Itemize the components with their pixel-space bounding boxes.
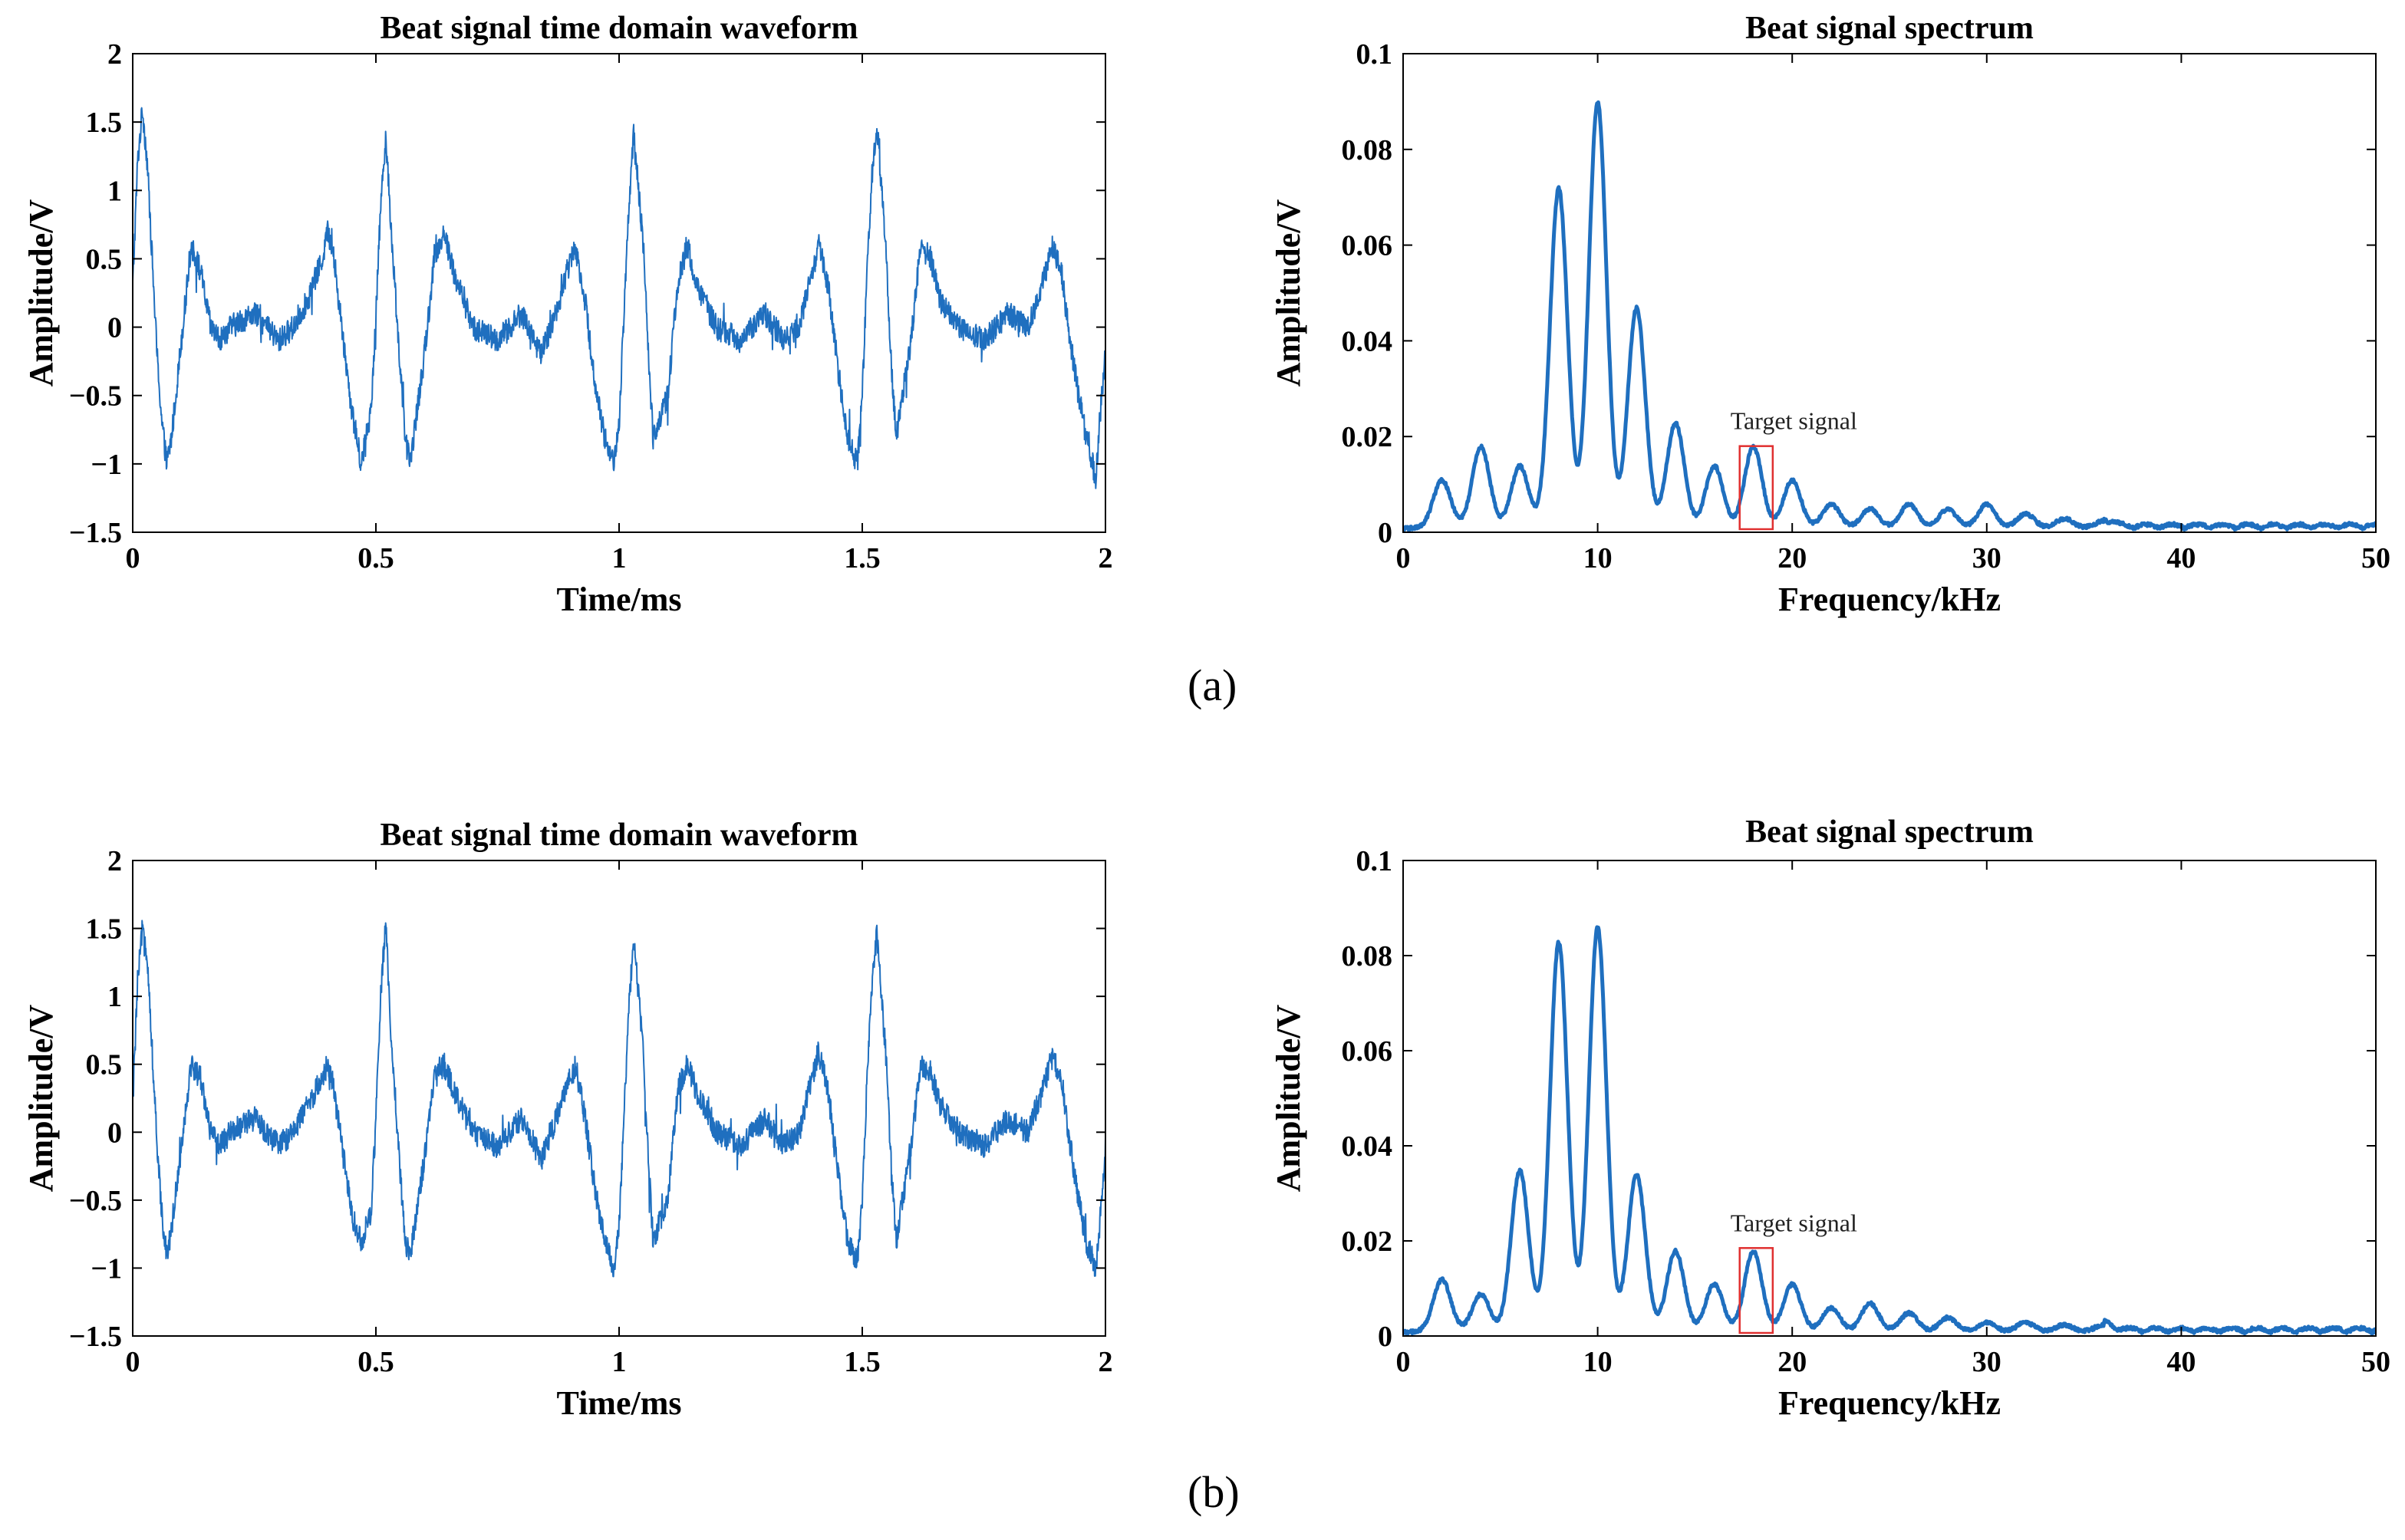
x-axis-label: Frequency/kHz	[1778, 581, 2001, 618]
target-signal-box	[1738, 1247, 1774, 1334]
y-tick-label: −1	[91, 449, 122, 481]
y-tick-label: −0.5	[69, 1185, 122, 1217]
x-tick-label: 2	[1099, 542, 1113, 574]
x-tick-label: 20	[1777, 542, 1807, 574]
x-tick-label: 40	[2166, 542, 2196, 574]
y-axis-label: Amplitude/V	[22, 199, 60, 387]
x-tick-label: 50	[2361, 1346, 2390, 1378]
x-tick-label: 0	[1396, 1346, 1411, 1378]
x-axis-label: Time/ms	[557, 581, 682, 618]
y-tick-label: 0.02	[1342, 421, 1393, 453]
x-tick-label: 20	[1777, 1346, 1807, 1378]
x-tick-label: 1	[612, 542, 627, 574]
y-tick-label: −1.5	[69, 517, 122, 549]
y-tick-label: 0.04	[1342, 1130, 1393, 1163]
target-signal-label: Target signal	[1731, 1209, 1857, 1236]
y-tick-label: 0	[1378, 517, 1392, 549]
x-tick-label: 0	[1396, 542, 1411, 574]
x-tick-label: 0.5	[357, 1346, 394, 1378]
y-tick-label: 0.06	[1342, 1035, 1393, 1068]
chart-b-spectrum: Beat signal spectrum Target signal 0 10 20 30…	[1270, 814, 2390, 1422]
y-tick-label: 1.5	[86, 107, 123, 139]
panel-label-a: (a)	[1188, 660, 1237, 710]
x-tick-label: 0	[126, 542, 140, 574]
chart-title: Beat signal time domain waveform	[381, 11, 858, 46]
series-line	[133, 107, 1105, 489]
y-tick-label: 0.04	[1342, 325, 1393, 357]
x-tick-label: 1	[612, 1346, 627, 1378]
y-tick-label: 0.5	[86, 1049, 123, 1081]
chart-a-spectrum: Beat signal spectrum Target signal 0 10 20 30…	[1270, 11, 2390, 618]
x-tick-label: 0	[126, 1346, 140, 1378]
chart-b-time-waveform: Beat signal time domain waveform 0 0.5 1 1.5…	[22, 818, 1113, 1422]
x-tick-label: 2	[1099, 1346, 1113, 1378]
axes-box	[132, 53, 1106, 533]
y-tick-label: −1.5	[69, 1321, 122, 1353]
x-axis-label: Frequency/kHz	[1778, 1384, 2001, 1422]
x-tick-label: 30	[1972, 1346, 2001, 1378]
y-axis-label: Amplitude/V	[22, 1005, 60, 1193]
series-line	[133, 920, 1105, 1278]
chart-a-time-waveform: Beat signal time domain waveform 0 0.5 1 1.5…	[22, 11, 1113, 618]
target-signal-label: Target signal	[1731, 407, 1857, 435]
x-tick-label: 1.5	[844, 1346, 881, 1378]
y-tick-label: −1	[91, 1252, 122, 1285]
x-tick-label: 40	[2166, 1346, 2196, 1378]
target-signal-box	[1738, 445, 1774, 531]
chart-title: Beat signal spectrum	[1745, 11, 2034, 46]
x-axis-label: Time/ms	[557, 1384, 682, 1422]
axes-box	[132, 860, 1106, 1337]
panel-label-b: (b)	[1188, 1467, 1240, 1517]
y-tick-label: 0	[107, 312, 122, 344]
x-tick-label: 1.5	[844, 542, 881, 574]
series-line	[1403, 925, 2376, 1336]
series-line	[1403, 100, 2376, 532]
y-tick-label: 1.5	[86, 913, 123, 946]
y-tick-label: 0.1	[1356, 845, 1393, 877]
y-axis-label: Amplitude/V	[1270, 1005, 1307, 1193]
y-tick-label: 2	[107, 38, 122, 71]
chart-title: Beat signal time domain waveform	[381, 818, 858, 853]
x-tick-label: 0.5	[357, 542, 394, 574]
y-tick-label: 0	[1378, 1321, 1392, 1353]
y-tick-label: 0.06	[1342, 230, 1393, 262]
y-tick-label: 0.5	[86, 243, 123, 275]
x-tick-label: 10	[1583, 1346, 1613, 1378]
y-tick-label: 2	[107, 845, 122, 877]
axes-box	[1402, 860, 2377, 1337]
y-tick-label: 0.08	[1342, 134, 1393, 166]
y-tick-label: −0.5	[69, 380, 122, 413]
y-tick-label: 0.02	[1342, 1226, 1393, 1258]
x-tick-label: 10	[1583, 542, 1613, 574]
y-tick-label: 1	[107, 175, 122, 207]
x-tick-label: 50	[2361, 542, 2390, 574]
y-tick-label: 0.08	[1342, 940, 1393, 972]
y-tick-label: 0	[107, 1117, 122, 1149]
y-tick-label: 0.1	[1356, 38, 1393, 71]
y-tick-label: 1	[107, 981, 122, 1013]
axes-box	[1402, 53, 2377, 533]
chart-title: Beat signal spectrum	[1745, 814, 2034, 850]
x-tick-label: 30	[1972, 542, 2001, 574]
y-axis-label: Amplitude/V	[1270, 199, 1307, 387]
